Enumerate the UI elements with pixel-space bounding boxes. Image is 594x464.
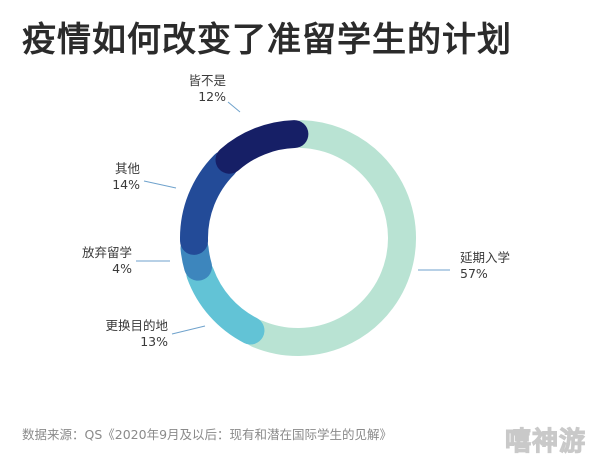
slice-label-3: 放弃留学	[82, 245, 132, 260]
slice-label-2: 更换目的地	[105, 318, 168, 333]
chart-title: 疫情如何改变了准留学生的计划	[22, 20, 512, 60]
leader-line-4	[143, 180, 177, 189]
slice-4	[180, 150, 239, 255]
slice-value-5: 12%	[198, 89, 226, 104]
slice-1	[243, 120, 416, 356]
leader-line-5	[227, 101, 241, 113]
leader-line-2	[171, 325, 206, 335]
slice-5	[215, 120, 309, 174]
slice-value-1: 57%	[460, 266, 488, 281]
slice-label-4: 其他	[115, 161, 141, 176]
slice-label-1: 延期入学	[460, 250, 510, 265]
slice-value-2: 13%	[140, 334, 168, 349]
slice-value-4: 14%	[112, 177, 140, 192]
slice-label-5: 皆不是	[188, 73, 226, 88]
watermark-logo: 嘻神游	[504, 427, 586, 458]
source-note: 数据来源：QS《2020年9月及以后：现有和潜在国际学生的见解》	[22, 427, 393, 442]
slice-value-3: 4%	[112, 261, 132, 276]
slice-2	[186, 259, 265, 345]
